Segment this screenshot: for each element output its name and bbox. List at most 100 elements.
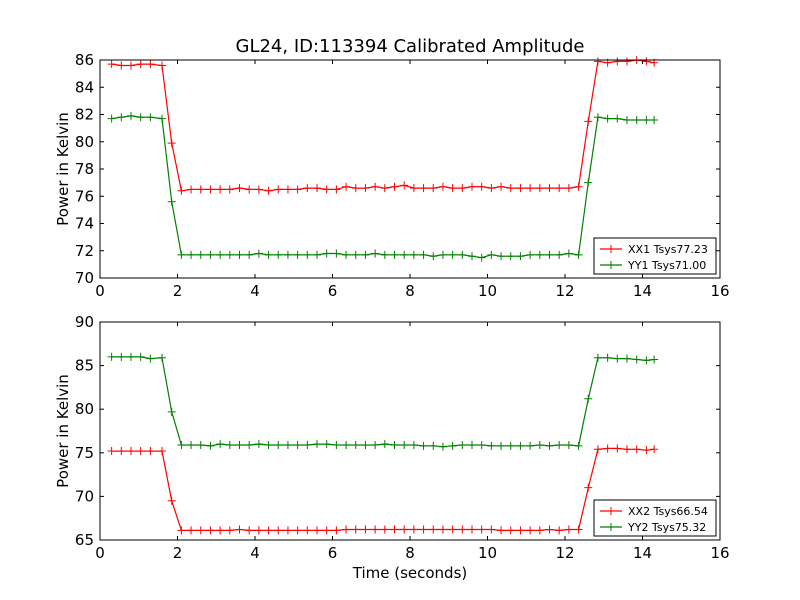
data-point [642,115,651,124]
data-point [206,250,215,259]
data-point [313,184,321,193]
y-tick-label: 75 [75,444,94,462]
x-tick-label: 16 [710,544,729,562]
data-point [342,182,351,191]
data-point [361,525,370,534]
y-tick-label: 84 [75,78,94,96]
data-point [623,445,631,454]
legend-box [593,237,717,275]
data-point [487,250,496,259]
data-point [468,440,476,449]
data-point [245,440,254,449]
data-point [516,184,525,193]
legend-label: XX2 Tsys66.54 [628,505,708,518]
data-point [107,447,116,456]
data-point [313,250,321,259]
data-point [400,181,409,190]
data-point [146,60,155,69]
data-point [117,61,126,70]
data-point [136,113,145,122]
data-point [555,526,564,535]
data-point [477,253,486,262]
data-point [167,139,176,148]
subplot-2: 0 2 4 6 8 10 12 14 16 65 70 75 80 85 90 Power in Kelvin… [54,313,730,582]
data-point [642,57,651,66]
y-tick-label: 85 [75,357,94,375]
data-point [574,250,583,259]
data-point [177,250,186,259]
y-tick-label: 80 [75,400,94,418]
x-axis-label: Time (seconds) [352,564,468,582]
data-point [584,117,593,126]
legend: XX1 Tsys77.23 YY1 Tsys71.00 [593,237,717,275]
data-point [438,250,447,259]
x-tick-label: 6 [328,282,338,300]
data-point [293,526,302,535]
data-point [342,440,351,449]
data-point [506,526,515,535]
data-point [303,184,312,193]
plot-frame [99,59,721,279]
data-point [254,249,263,258]
data-point [564,440,573,449]
data-point [526,250,535,259]
data-point [574,441,583,450]
data-point [526,441,535,450]
data-point [274,440,283,449]
data-point [264,186,273,195]
data-point [351,440,360,449]
data-point [545,441,554,450]
data-point [564,525,573,534]
data-point [274,526,283,535]
data-point [177,440,186,449]
data-point [293,440,302,449]
data-point [342,525,351,534]
y-tick-label: 80 [75,133,94,151]
figure-title: GL24, ID:113394 Calibrated Amplitude [236,36,585,57]
data-point [400,525,409,534]
data-point [332,249,341,258]
x-tick-label: 2 [173,544,183,562]
data-point [506,441,515,450]
data-point [313,526,321,535]
data-point [603,444,612,453]
data-point [136,352,145,361]
data-point [380,250,389,259]
data-point [254,185,263,194]
data-point [158,61,166,70]
data-point [196,440,205,449]
data-point [235,184,244,193]
legend-marker [607,523,615,531]
data-point [274,250,283,259]
data-point [642,446,651,455]
data-point [245,185,254,194]
data-point [371,182,380,191]
data-point [506,184,515,193]
legend-label: XX1 Tsys77.23 [628,243,708,256]
data-point [158,353,166,362]
y-tick-label: 70 [75,487,94,505]
x-tick-label: 12 [555,282,574,300]
data-point [117,352,126,361]
data-point [419,250,428,259]
data-point [351,184,360,193]
data-point [380,525,389,534]
data-point [603,114,612,123]
y-tick-label: 90 [75,313,94,331]
y-tick-label: 78 [75,160,94,178]
data-point [158,114,166,123]
x-tick-label: 14 [633,282,652,300]
data-point [167,407,176,416]
data-point [371,440,380,449]
data-point [574,525,583,534]
data-point [603,353,612,362]
data-point [206,441,215,450]
data-point [225,440,234,449]
data-point [535,184,544,193]
data-point [642,356,651,365]
data-point [303,440,312,449]
data-point [380,184,389,193]
data-point [477,440,486,449]
data-point [127,111,135,120]
